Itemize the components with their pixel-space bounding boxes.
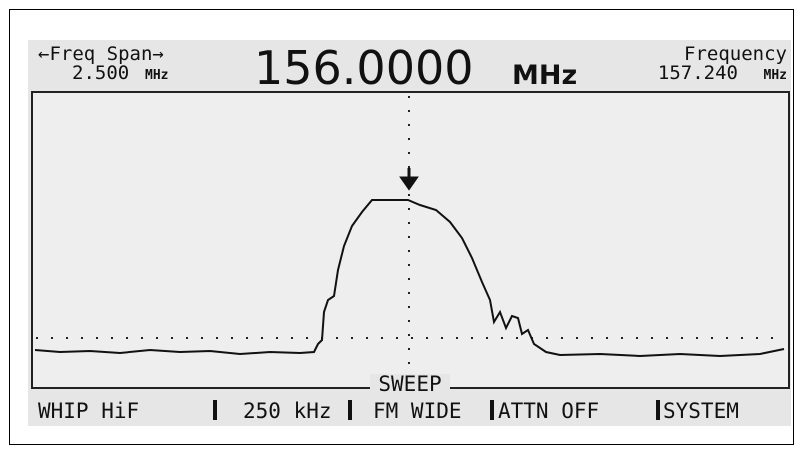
spectrum-trace [34, 199, 785, 358]
label-bg [370, 374, 450, 394]
softkey[interactable]: FM WIDE [373, 399, 462, 423]
softkey[interactable]: 250 kHz [243, 399, 332, 423]
softkey[interactable]: WHIP HiF [38, 399, 139, 423]
center-value: 156.0000 [254, 41, 474, 95]
separator [656, 400, 660, 420]
freq-unit: MHz [764, 68, 787, 83]
span-label: ←Freq Span→ [38, 43, 164, 65]
sweep-label: SWEEP [378, 372, 441, 396]
freq-label: Frequency [684, 43, 787, 65]
separator [490, 400, 494, 420]
softkey[interactable]: ATTN OFF [498, 399, 599, 423]
separator [348, 400, 352, 420]
freq-value: 157.240 [658, 62, 738, 84]
span-value: 2.500 [72, 62, 129, 84]
graph-box [31, 91, 790, 389]
span-unit: MHz [145, 68, 168, 83]
softkey[interactable]: SYSTEM [663, 399, 739, 423]
center-unit: MHz [512, 60, 577, 91]
separator [213, 400, 217, 420]
marker-arrow [399, 168, 419, 191]
